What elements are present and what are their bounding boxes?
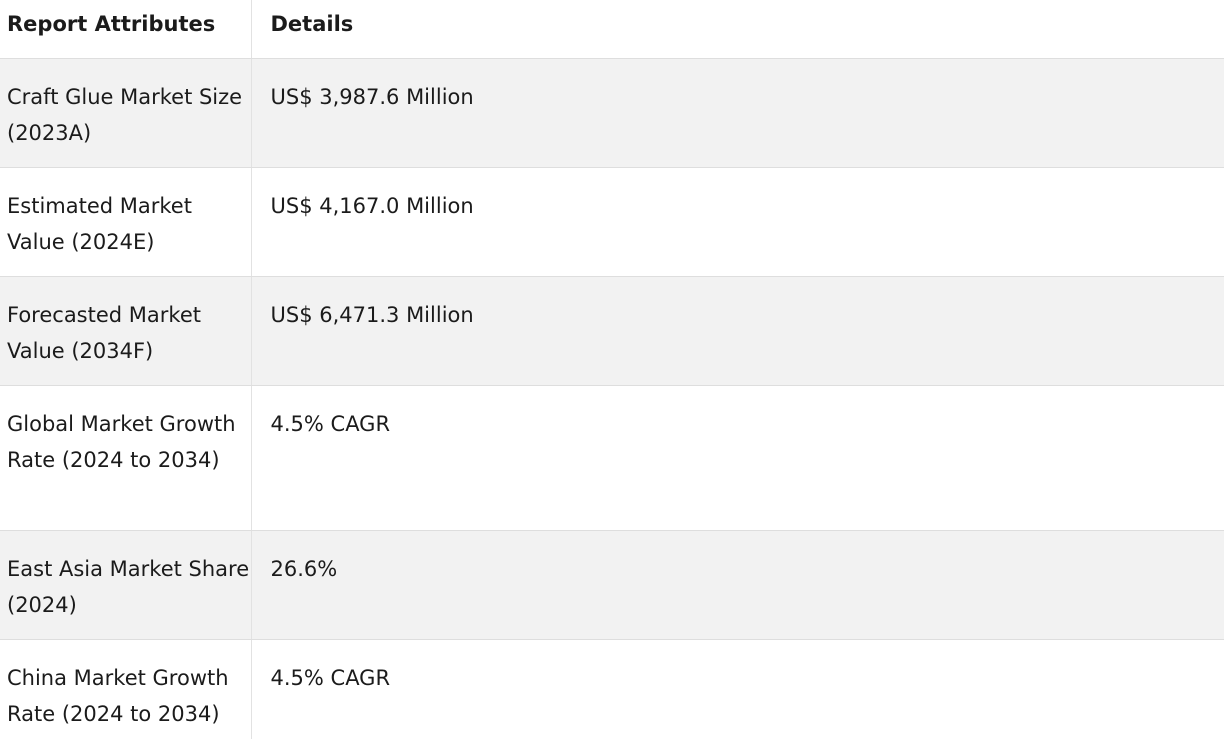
table-row: Global Market Growth Rate (2024 to 2034)… bbox=[0, 385, 1224, 531]
attribute-cell: Global Market Growth Rate (2024 to 2034) bbox=[0, 385, 252, 531]
detail-cell: 4.5% CAGR bbox=[251, 385, 1224, 531]
detail-cell: 4.5% CAGR bbox=[270, 665, 391, 690]
column-header-details: Details bbox=[251, 0, 1224, 59]
table-row: Estimated Market Value (2024E) US$ 4,167… bbox=[0, 167, 1224, 277]
column-header-attributes: Report Attributes bbox=[0, 0, 252, 59]
table-row: East Asia Market Share (2024) 26.6% bbox=[0, 530, 1224, 640]
detail-cell: US$ 6,471.3 Million bbox=[251, 276, 1224, 386]
detail-cell: US$ 3,987.6 Million bbox=[251, 58, 1224, 168]
detail-cell: US$ 4,167.0 Million bbox=[251, 167, 1224, 277]
table-header-row: Report Attributes Details bbox=[0, 0, 1224, 59]
attribute-cell: China Market Growth Rate (2024 to 2034) bbox=[0, 639, 252, 739]
attribute-cell: East Asia Market Share (2024) bbox=[0, 530, 252, 640]
attribute-cell: Estimated Market Value (2024E) bbox=[0, 167, 252, 277]
detail-cell: 26.6% bbox=[251, 530, 1224, 640]
attribute-cell: Craft Glue Market Size (2023A) bbox=[0, 58, 252, 168]
attribute-cell: Forecasted Market Value (2034F) bbox=[0, 276, 252, 386]
table-row: China Market Growth Rate (2024 to 2034) … bbox=[0, 639, 1224, 739]
table-row: Forecasted Market Value (2034F) US$ 6,47… bbox=[0, 276, 1224, 386]
table-row: Craft Glue Market Size (2023A) US$ 3,987… bbox=[0, 58, 1224, 168]
